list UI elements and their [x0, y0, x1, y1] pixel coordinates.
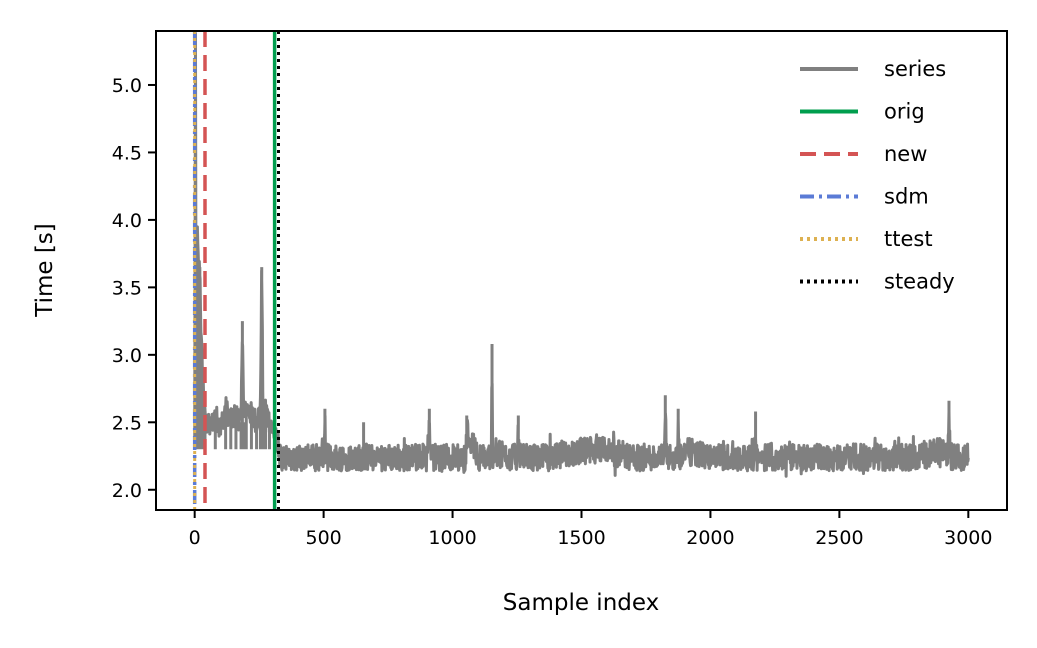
y-tick-label: 4.0 [112, 210, 142, 232]
y-tick-label: 2.5 [112, 412, 142, 434]
y-axis: 2.0 2.5 3.0 3.5 4.0 4.5 5.0 [112, 75, 156, 502]
legend-label-new: new [884, 142, 927, 166]
x-axis: 0 500 1000 1500 2000 2500 3000 [189, 510, 992, 549]
y-axis-label: Time [s] [32, 223, 58, 318]
x-tick-label: 3000 [944, 527, 992, 549]
x-tick-label: 2500 [815, 527, 863, 549]
legend-label-series: series [884, 57, 946, 81]
x-tick-label: 500 [305, 527, 341, 549]
x-tick-label: 1500 [557, 527, 605, 549]
y-tick-label: 2.0 [112, 480, 142, 502]
y-tick-label: 5.0 [112, 75, 142, 97]
series-line [193, 31, 970, 478]
plot-area [192, 31, 970, 510]
x-tick-label: 2000 [686, 527, 734, 549]
legend-label-steady: steady [884, 270, 955, 294]
legend: series orig new sdm ttest steady [800, 57, 955, 294]
legend-label-ttest: ttest [884, 227, 933, 251]
x-tick-label: 1000 [428, 527, 476, 549]
y-tick-label: 4.5 [112, 142, 142, 164]
x-tick-label: 0 [189, 527, 201, 549]
legend-label-sdm: sdm [884, 185, 929, 209]
y-tick-label: 3.5 [112, 277, 142, 299]
x-axis-label: Sample index [503, 590, 659, 616]
legend-label-orig: orig [884, 100, 925, 124]
y-tick-label: 3.0 [112, 345, 142, 367]
